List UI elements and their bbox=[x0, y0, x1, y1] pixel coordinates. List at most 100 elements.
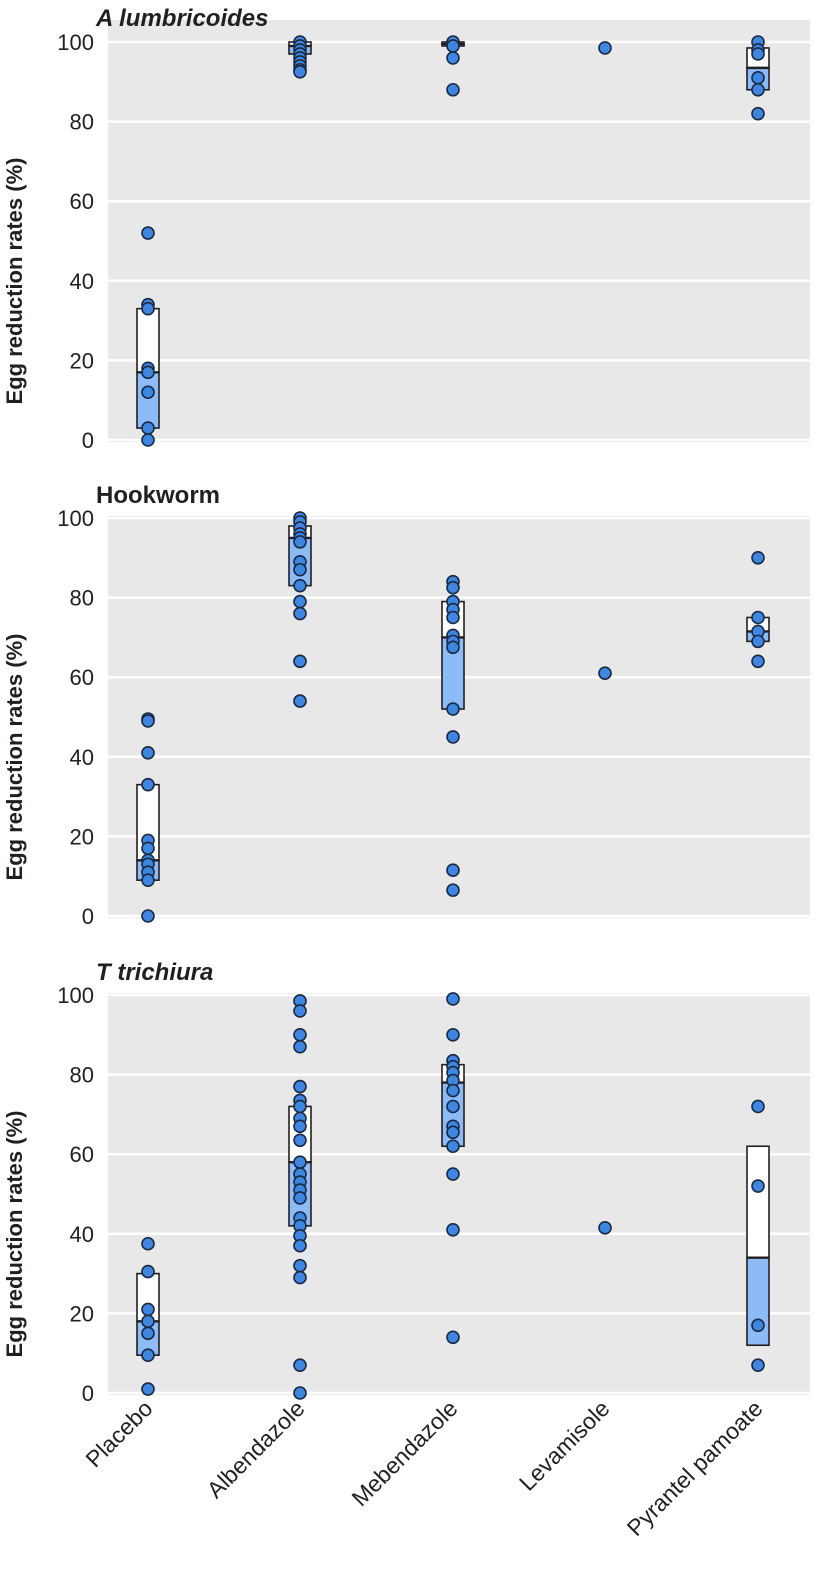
panel-background bbox=[108, 516, 810, 918]
data-point bbox=[293, 1119, 307, 1134]
data-point bbox=[141, 301, 155, 316]
box-lower-half bbox=[136, 371, 160, 429]
data-point bbox=[293, 1028, 307, 1042]
data-point bbox=[141, 714, 155, 728]
data-point bbox=[141, 226, 155, 240]
data-point bbox=[446, 1099, 460, 1114]
data-point bbox=[751, 47, 765, 61]
data-point bbox=[293, 535, 307, 549]
data-point bbox=[446, 883, 460, 897]
points-mebendazole bbox=[446, 574, 460, 897]
data-point bbox=[293, 1238, 307, 1253]
data-point bbox=[446, 82, 460, 97]
data-point bbox=[141, 777, 155, 792]
data-point bbox=[141, 746, 155, 760]
data-point bbox=[446, 580, 460, 595]
data-point bbox=[293, 1004, 307, 1018]
y-tick-label: 40 bbox=[70, 269, 94, 294]
points-placebo bbox=[141, 226, 155, 447]
points-albendazole bbox=[293, 35, 307, 79]
data-point bbox=[141, 1326, 155, 1341]
data-point bbox=[598, 666, 612, 681]
data-point bbox=[141, 873, 155, 887]
data-point bbox=[293, 562, 307, 577]
data-point bbox=[141, 1348, 155, 1362]
y-tick-label: 80 bbox=[70, 110, 94, 135]
points-levamisole bbox=[598, 41, 612, 55]
y-tick-label: 20 bbox=[70, 1301, 94, 1326]
points-albendazole bbox=[293, 511, 307, 708]
data-point bbox=[293, 1099, 307, 1114]
data-point bbox=[446, 992, 460, 1006]
data-point bbox=[141, 1236, 155, 1251]
panel-title: A lumbricoides bbox=[95, 5, 268, 32]
data-point bbox=[141, 1302, 155, 1317]
data-point bbox=[293, 1358, 307, 1372]
data-point bbox=[751, 654, 765, 669]
data-point bbox=[751, 550, 765, 565]
points-placebo bbox=[141, 712, 155, 923]
data-point bbox=[446, 51, 460, 65]
points-levamisole bbox=[598, 1221, 612, 1235]
y-tick-label: 100 bbox=[57, 506, 94, 531]
data-point bbox=[293, 606, 307, 621]
data-point bbox=[141, 1382, 155, 1396]
y-tick-label: 100 bbox=[57, 30, 94, 55]
y-tick-label: 60 bbox=[70, 189, 94, 214]
panel-title: Hookworm bbox=[96, 482, 220, 509]
data-point bbox=[751, 1358, 765, 1372]
points-placebo bbox=[141, 1236, 155, 1396]
data-point bbox=[141, 909, 155, 923]
data-point bbox=[446, 730, 460, 744]
points-albendazole bbox=[293, 994, 307, 1400]
data-point bbox=[751, 610, 765, 625]
data-point bbox=[446, 39, 460, 53]
points-levamisole bbox=[598, 666, 612, 681]
data-point bbox=[446, 702, 460, 716]
data-point bbox=[293, 1039, 307, 1054]
y-axis-label: Egg reduction rates (%) bbox=[2, 634, 27, 881]
data-point bbox=[141, 1264, 155, 1279]
data-point bbox=[293, 1191, 307, 1205]
data-point bbox=[141, 421, 155, 435]
points-mebendazole bbox=[446, 992, 460, 1345]
box-upper-half bbox=[746, 1145, 770, 1259]
data-point bbox=[293, 65, 307, 79]
y-tick-label: 100 bbox=[57, 983, 94, 1008]
data-point bbox=[751, 71, 765, 85]
points-pyrantel-pamoate bbox=[751, 550, 765, 669]
data-point bbox=[446, 1167, 460, 1181]
data-point bbox=[446, 1223, 460, 1237]
data-point bbox=[446, 1330, 460, 1345]
data-point bbox=[751, 1179, 765, 1193]
data-point bbox=[446, 610, 460, 625]
y-tick-label: 60 bbox=[70, 1142, 94, 1167]
data-point bbox=[446, 863, 460, 878]
data-point bbox=[293, 1258, 307, 1273]
data-point bbox=[141, 385, 155, 400]
x-tick-label-pyrantel-pamoate: Pyrantel pamoate bbox=[622, 1395, 768, 1541]
data-point bbox=[293, 594, 307, 609]
x-tick-label-levamisole: Levamisole bbox=[514, 1395, 615, 1496]
data-point bbox=[141, 841, 155, 856]
y-axis-label: Egg reduction rates (%) bbox=[2, 1111, 27, 1358]
data-point bbox=[446, 1125, 460, 1140]
data-point bbox=[751, 634, 765, 649]
y-tick-label: 60 bbox=[70, 665, 94, 690]
y-tick-label: 80 bbox=[70, 1063, 94, 1088]
panel-title: T trichiura bbox=[96, 959, 213, 986]
data-point bbox=[293, 578, 307, 593]
points-mebendazole bbox=[446, 35, 460, 97]
y-tick-label: 80 bbox=[70, 586, 94, 611]
points-pyrantel-pamoate bbox=[751, 1099, 765, 1372]
points-pyrantel-pamoate bbox=[751, 35, 765, 121]
y-tick-label: 0 bbox=[82, 1381, 94, 1406]
y-tick-label: 40 bbox=[70, 1222, 94, 1247]
data-point bbox=[446, 1139, 460, 1154]
